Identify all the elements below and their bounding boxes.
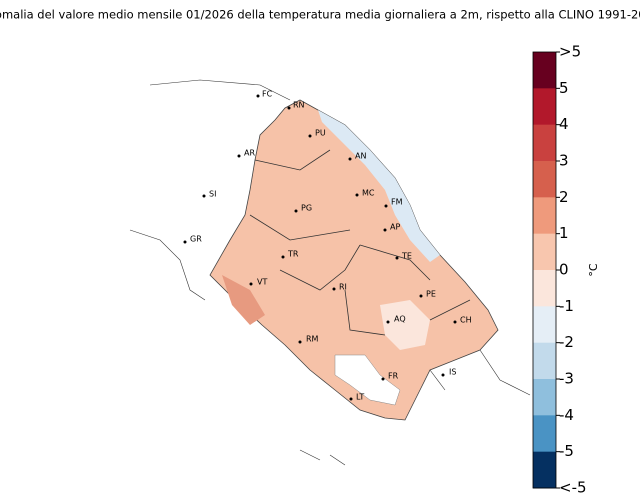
colorbar-label: -3 — [559, 370, 574, 388]
cool-patch — [334, 354, 401, 406]
colorbar-bin — [533, 52, 556, 89]
map-area — [129, 79, 531, 466]
colorbar-bin — [533, 306, 556, 344]
outer-borders — [129, 79, 531, 466]
city-label: PG — [301, 204, 312, 213]
city-label: GR — [190, 235, 202, 244]
colorbar-label: <-5 — [559, 479, 587, 497]
city-label: TE — [401, 252, 412, 261]
city-label: FR — [388, 372, 399, 381]
colorbar-bin — [533, 233, 556, 271]
map-title: Anomalia del valore medio mensile 01/202… — [0, 8, 640, 22]
city-label: LT — [356, 393, 364, 402]
city-label: RI — [339, 283, 347, 292]
colorbar-bin — [533, 88, 556, 126]
city-label: AR — [244, 149, 255, 158]
warm-patch — [222, 275, 265, 325]
city-label: PU — [315, 129, 326, 138]
city-labels: FC RN PU AR AN SI MC FM PG AP GR TR TE V… — [183, 90, 472, 402]
city-label: IS — [449, 368, 456, 377]
colorbar-bin — [533, 342, 556, 380]
coastal-cool-area — [318, 110, 440, 262]
city-label: RN — [293, 101, 305, 110]
city-label: SI — [209, 190, 216, 199]
city-label: FC — [262, 90, 273, 99]
colorbar-label: 3 — [559, 152, 569, 170]
city-label: AQ — [394, 315, 406, 324]
city-label: MC — [362, 189, 375, 198]
colorbar-bin — [533, 161, 556, 198]
colorbar-bin — [533, 197, 556, 235]
mild-patch — [380, 300, 430, 350]
colorbar-label: 5 — [559, 79, 569, 97]
colorbar-label: 0 — [559, 261, 569, 279]
city-label: AP — [390, 223, 400, 232]
city-label: TR — [287, 250, 299, 259]
colorbar-label: -2 — [559, 333, 574, 351]
city-label: PE — [426, 290, 436, 299]
city-label: FM — [391, 198, 403, 207]
colorbar-bin — [533, 451, 556, 489]
colorbar-label: 2 — [559, 188, 569, 206]
colorbar-bin — [533, 415, 556, 453]
colorbar-bin — [533, 270, 556, 307]
colorbar-label: -5 — [559, 442, 574, 460]
colorbar-bin — [533, 124, 556, 162]
city-label: CH — [460, 316, 472, 325]
boundary-lines — [249, 149, 471, 336]
city-label: AN — [355, 152, 366, 161]
city-label: RM — [306, 335, 319, 344]
colorbar: >5 5 4 3 2 1 0 -1 -2 -3 -4 -5 <-5 — [532, 43, 587, 497]
colorbar-bin — [533, 379, 556, 416]
colorbar-label: -1 — [559, 297, 574, 315]
colorbar-label: 1 — [559, 224, 569, 242]
colorbar-unit: °C — [587, 263, 600, 277]
city-label: VT — [257, 278, 267, 287]
colorbar-label: -4 — [559, 406, 574, 424]
colorbar-label: >5 — [559, 43, 581, 61]
colorbar-label: 4 — [559, 115, 569, 133]
